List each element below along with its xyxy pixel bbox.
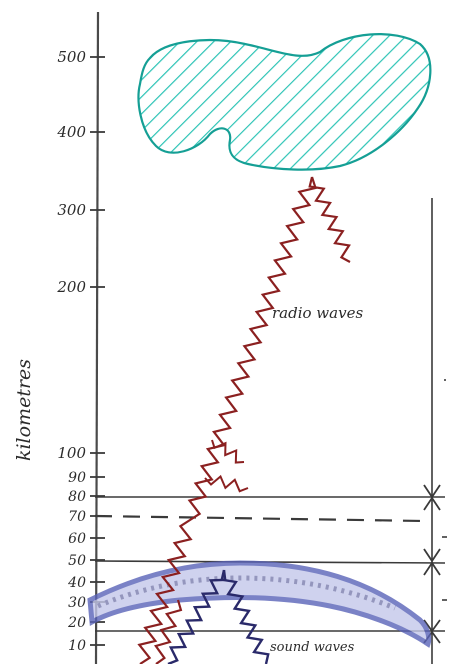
axis-tick-label-400: 400 xyxy=(56,123,86,141)
sound-wave-down xyxy=(220,569,270,664)
layer-line-70km-dashed xyxy=(94,514,426,523)
axis-tick-label-70: 70 xyxy=(68,509,86,525)
sound-band-inner xyxy=(97,575,396,611)
axis-tick-label-20: 20 xyxy=(67,615,86,631)
sound-reflection-band xyxy=(87,560,432,648)
axis-tick-label-40: 40 xyxy=(67,575,86,591)
axis-tick-label-30: 30 xyxy=(68,595,86,611)
radio-wave-bottom-segment xyxy=(153,599,183,664)
axis-tick-label-300: 300 xyxy=(57,201,86,219)
axis-tick-label-10: 10 xyxy=(68,638,86,654)
radio-wave-main xyxy=(137,176,317,664)
axis-tick-label-50: 50 xyxy=(68,553,86,569)
sound-wave-up xyxy=(167,569,227,664)
radio-wave-low-reflection-1 xyxy=(211,439,245,464)
radio-waves-label: radio waves xyxy=(272,304,363,322)
ionosphere-cloud xyxy=(137,33,432,171)
axis-tick-label-500: 500 xyxy=(57,48,86,66)
axis-tick-label-100: 100 xyxy=(57,444,86,462)
axis-tick-label-90: 90 xyxy=(68,470,86,486)
axis-ticks: 500 400 300 200 100 90 80 70 60 50 40 30 20 10 xyxy=(56,48,105,654)
axis-tick-label-80: 80 xyxy=(68,489,86,505)
axis-tick-label-200: 200 xyxy=(56,278,86,296)
radio-wave-low-reflection-2 xyxy=(204,474,249,493)
axis-tick-label-60: 60 xyxy=(68,531,86,547)
radio-wave-reflected xyxy=(308,176,351,263)
axis-label: kilometres xyxy=(13,359,35,461)
vertical-axis xyxy=(94,11,100,664)
sound-waves-label: sound waves xyxy=(270,640,355,655)
right-margin-marks xyxy=(442,379,447,601)
